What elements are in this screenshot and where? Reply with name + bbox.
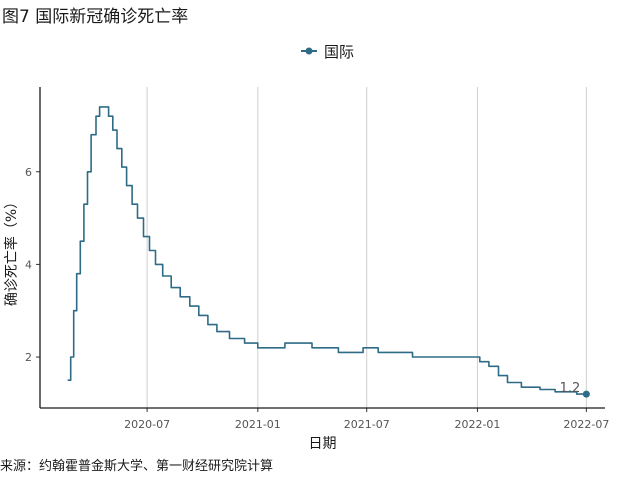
chart-title: 图7 国际新冠确诊死亡率 [2,7,189,27]
x-axis-title: 日期 [309,436,337,452]
x-tick-label: 2022-01 [454,418,500,431]
end-point [582,390,590,398]
x-tick-label: 2021-07 [344,418,390,431]
x-tick-label: 2021-01 [235,418,281,431]
x-tick-label: 2020-07 [124,418,170,431]
legend-label: 国际 [324,42,355,61]
y-axis-title: 确诊死亡率（%） [3,195,20,306]
legend-swatch [301,47,317,55]
end-label: 1.2 [560,381,581,396]
y-tick-label: 6 [25,166,32,179]
series-line [67,106,587,395]
y-tick-label: 2 [25,351,32,364]
x-tick-label: 2022-07 [563,418,609,431]
source-note: 来源：约翰霍普金斯大学、第一财经研究院计算 [0,459,274,474]
y-tick-label: 4 [25,258,32,271]
chart-legend: 国际 [300,40,354,62]
